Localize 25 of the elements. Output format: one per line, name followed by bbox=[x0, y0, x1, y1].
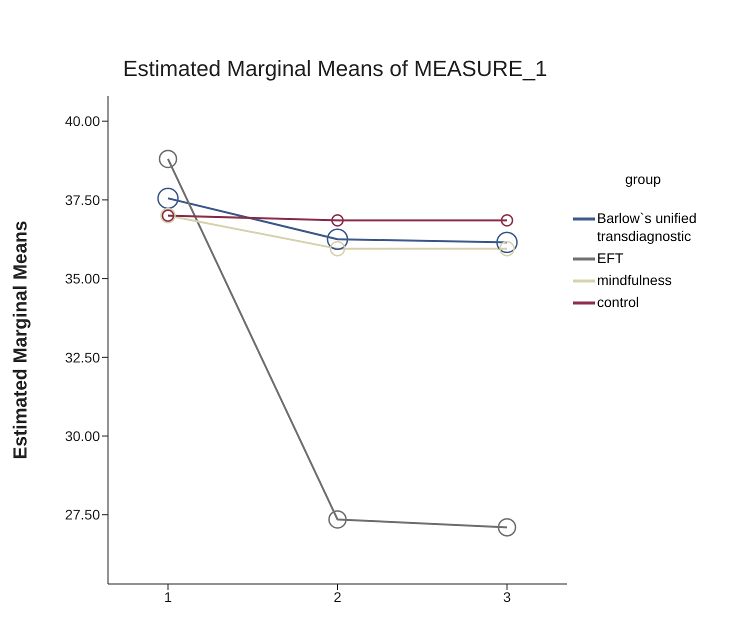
x-tick-label: 1 bbox=[164, 588, 172, 605]
x-tick-label: 3 bbox=[503, 588, 512, 605]
y-tick-label: 27.50 bbox=[64, 506, 100, 523]
point bbox=[330, 240, 346, 256]
point bbox=[496, 232, 518, 254]
y-tick-label: 32.50 bbox=[64, 349, 100, 366]
y-tick-label: 40.00 bbox=[64, 113, 100, 130]
y-axis-title: Estimated Marginal Means bbox=[10, 220, 32, 460]
legend-label: EFT bbox=[597, 249, 624, 267]
x-tick-label: 2 bbox=[334, 588, 342, 605]
point bbox=[157, 188, 179, 210]
legend-label: Barlow`s unified transdiagnostic bbox=[597, 209, 698, 245]
point bbox=[498, 518, 516, 537]
point bbox=[500, 214, 514, 227]
point bbox=[328, 510, 347, 529]
legend-label: control bbox=[597, 293, 640, 311]
y-tick-label: 30.00 bbox=[64, 428, 100, 444]
y-tick-label: 37.50 bbox=[64, 192, 100, 208]
point bbox=[331, 214, 344, 227]
y-tick-label: 35.00 bbox=[64, 270, 100, 287]
chart-title: Estimated Marginal Means of MEASURE_1 bbox=[123, 56, 548, 82]
legend-label: mindfulness bbox=[597, 271, 672, 289]
point bbox=[158, 150, 178, 168]
point bbox=[326, 228, 348, 250]
legend-title: group bbox=[624, 171, 662, 187]
